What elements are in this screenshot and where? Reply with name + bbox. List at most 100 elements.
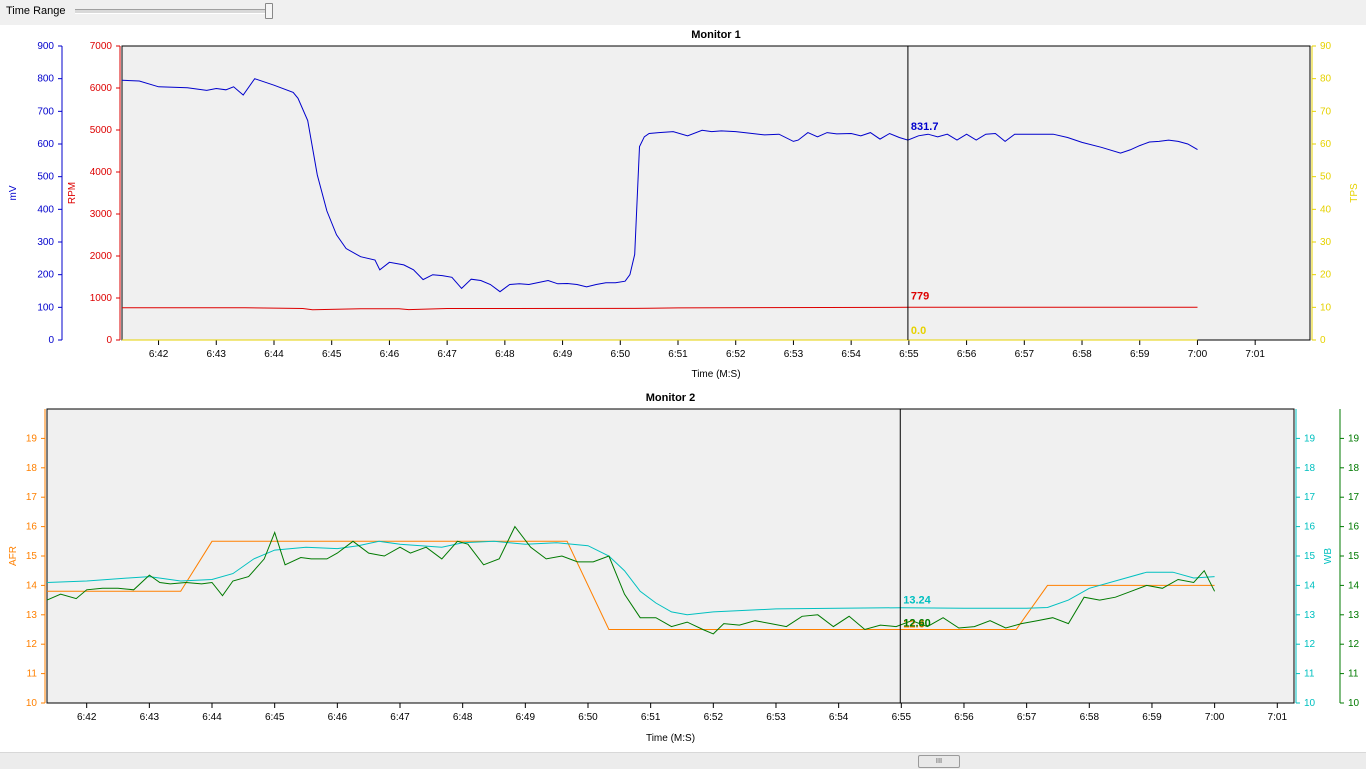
afr-tick-label: 15 [26, 551, 38, 562]
mv-tick-label: 300 [37, 237, 54, 248]
x-tick-label: 6:58 [1072, 349, 1092, 360]
wb-tick-label: 16 [1304, 522, 1316, 533]
x-tick-label: 6:47 [437, 349, 457, 360]
scrollbar-thumb[interactable]: III [918, 755, 960, 768]
x-tick-label: 6:59 [1130, 349, 1150, 360]
rpm-axis-label: RPM [67, 182, 78, 204]
wb-tick-label: 18 [1304, 463, 1316, 474]
tps-tick-label: 30 [1320, 237, 1332, 248]
cursor-value-mv: 831.7 [911, 121, 939, 133]
afr-tick-label: 18 [26, 463, 38, 474]
rpm-tick-label: 6000 [90, 83, 113, 94]
tps-tick-label: 70 [1320, 106, 1332, 117]
x-tick-label: 6:45 [322, 349, 342, 360]
x-tick-label: 6:46 [380, 349, 400, 360]
mv-tick-label: 200 [37, 270, 54, 281]
x-tick-label: 6:48 [453, 712, 473, 723]
tps-tick-label: 10 [1320, 302, 1332, 313]
tps-tick-label: 0 [1320, 335, 1326, 346]
rpm-tick-label: 2000 [90, 251, 113, 262]
x-tick-label: 6:53 [784, 349, 804, 360]
tps-tick-label: 90 [1320, 41, 1332, 52]
x-tick-label: 6:50 [611, 349, 631, 360]
x-tick-label: 6:47 [390, 712, 410, 723]
x-tick-label: 6:50 [578, 712, 598, 723]
wb-tick-label: 19 [1304, 433, 1316, 444]
x-tick-label: 6:55 [899, 349, 919, 360]
x-tick-label: 6:44 [264, 349, 284, 360]
plot-area [121, 45, 1311, 341]
tps-tick-label: 20 [1320, 270, 1332, 281]
time-range-label: Time Range [6, 5, 66, 17]
x-tick-label: 6:57 [1015, 349, 1035, 360]
wb2-tick-label: 13 [1348, 610, 1360, 621]
x-tick-label: 6:52 [704, 712, 724, 723]
mv-series-line [121, 78, 1198, 293]
x-tick-label: 6:51 [641, 712, 661, 723]
afr-tick-label: 16 [26, 522, 38, 533]
wb-tick-label: 13 [1304, 610, 1316, 621]
x-axis-label: Time (M:S) [646, 733, 695, 744]
wb2-tick-label: 18 [1348, 463, 1360, 474]
x-tick-label: 7:00 [1188, 349, 1208, 360]
cursor-value-wb2: 12.60 [903, 618, 931, 630]
x-tick-label: 6:53 [766, 712, 786, 723]
rpm-tick-label: 4000 [90, 167, 113, 178]
mv-tick-label: 400 [37, 204, 54, 215]
x-tick-label: 6:45 [265, 712, 285, 723]
wb-tick-label: 14 [1304, 580, 1316, 591]
mv-tick-label: 800 [37, 74, 54, 85]
mv-tick-label: 600 [37, 139, 54, 150]
horizontal-scrollbar[interactable]: III [0, 752, 1366, 769]
chart-title: Monitor 2 [646, 392, 696, 404]
cursor-value-wb: 13.24 [903, 595, 931, 607]
x-tick-label: 6:55 [892, 712, 912, 723]
wb2-tick-label: 15 [1348, 551, 1360, 562]
time-range-slider-track[interactable] [75, 9, 270, 14]
wb-tick-label: 17 [1304, 492, 1316, 503]
x-tick-label: 6:52 [726, 349, 746, 360]
x-tick-label: 6:51 [668, 349, 688, 360]
x-tick-label: 6:43 [140, 712, 160, 723]
x-tick-label: 6:57 [1017, 712, 1037, 723]
mv-tick-label: 100 [37, 302, 54, 313]
time-range-slider-thumb[interactable] [265, 3, 273, 19]
wb-axis-label: WB [1323, 548, 1334, 564]
rpm-tick-label: 0 [106, 335, 112, 346]
x-tick-label: 6:42 [149, 349, 169, 360]
cursor-value-afr: 12.6 [903, 619, 924, 631]
x-tick-label: 6:42 [77, 712, 97, 723]
wb2-tick-label: 16 [1348, 522, 1360, 533]
tps-tick-label: 80 [1320, 74, 1332, 85]
afr-tick-label: 13 [26, 610, 38, 621]
x-tick-label: 6:46 [328, 712, 348, 723]
charts-area: Monitor 1 6:42 6:43 6:44 6:45 6:46 6:47 6:48 6:4… [0, 25, 1366, 752]
wb-tick-label: 11 [1304, 669, 1315, 680]
wb2-tick-label: 10 [1348, 698, 1360, 709]
monitor-1-chart: Monitor 1 6:42 6:43 6:44 6:45 6:46 6:47 6:48 6:4… [8, 29, 1360, 380]
x-tick-label: 6:49 [516, 712, 536, 723]
tps-tick-label: 60 [1320, 139, 1332, 150]
rpm-tick-label: 3000 [90, 209, 113, 220]
charts-canvas: Monitor 1 6:42 6:43 6:44 6:45 6:46 6:47 6:48 6:4… [8, 29, 1360, 744]
x-tick-label: 7:01 [1245, 349, 1265, 360]
toolbar: Time Range [0, 0, 1366, 25]
x-tick-label: 6:44 [202, 712, 222, 723]
wb2-series-line [46, 525, 1216, 635]
chart-title: Monitor 1 [691, 29, 741, 41]
wb2-tick-label: 14 [1348, 580, 1360, 591]
x-tick-label: 7:00 [1205, 712, 1225, 723]
wb-tick-label: 15 [1304, 551, 1316, 562]
x-tick-label: 6:54 [841, 349, 861, 360]
afr-tick-label: 14 [26, 580, 38, 591]
rpm-series-line [122, 306, 1198, 311]
x-tick-label: 6:54 [829, 712, 849, 723]
wb2-tick-label: 11 [1348, 669, 1359, 680]
plot-area [46, 408, 1295, 704]
cursor-value-rpm: 779 [911, 290, 929, 302]
x-axis-label: Time (M:S) [691, 369, 740, 380]
afr-tick-label: 19 [26, 433, 38, 444]
mv-tick-label: 900 [37, 41, 54, 52]
x-tick-label: 6:49 [553, 349, 573, 360]
wb2-tick-label: 17 [1348, 492, 1360, 503]
